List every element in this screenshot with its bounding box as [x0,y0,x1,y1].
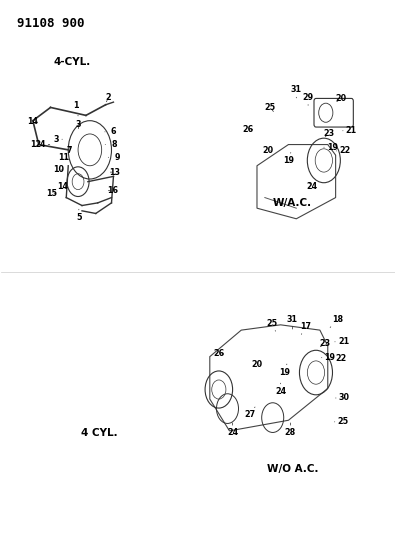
Text: 28: 28 [285,423,296,437]
Text: 13: 13 [109,167,120,176]
Text: 5: 5 [76,209,82,222]
Text: 14: 14 [58,182,69,191]
Text: 22: 22 [337,147,351,156]
Text: 23: 23 [320,340,331,349]
Text: 16: 16 [107,186,118,195]
Text: 24: 24 [227,423,238,437]
Text: 14: 14 [27,117,38,126]
Text: 4 CYL.: 4 CYL. [82,428,118,438]
Text: 31: 31 [291,85,302,98]
Text: 26: 26 [214,350,225,359]
Text: 18: 18 [330,315,344,327]
Text: 25: 25 [335,417,348,426]
Text: 91108 900: 91108 900 [17,17,85,30]
Text: 19: 19 [280,364,290,376]
Text: 17: 17 [300,322,311,334]
Text: 20: 20 [251,360,263,369]
Text: 1: 1 [73,101,79,116]
Text: 10: 10 [53,166,64,174]
Text: 3: 3 [76,120,81,129]
Text: 22: 22 [333,354,347,364]
Text: 23: 23 [324,130,335,139]
Text: 12: 12 [30,140,41,149]
Text: 4: 4 [40,140,50,149]
Text: 19: 19 [283,152,294,165]
Text: 31: 31 [287,315,298,329]
Text: 29: 29 [303,93,314,106]
Text: 26: 26 [243,125,254,134]
Text: 20: 20 [262,147,273,156]
Text: 30: 30 [336,393,350,402]
Text: 19: 19 [324,143,338,152]
Text: 6: 6 [105,127,116,136]
Text: 15: 15 [46,189,57,198]
Text: 3: 3 [54,135,62,144]
Text: 25: 25 [267,319,278,331]
Text: 11: 11 [58,153,69,162]
Text: 9: 9 [109,153,120,162]
Text: W/A.C.: W/A.C. [273,198,312,207]
Text: 20: 20 [335,94,346,103]
Text: W/O A.C.: W/O A.C. [267,464,318,474]
Text: 21: 21 [343,126,357,135]
Text: 24: 24 [307,182,318,191]
Text: 25: 25 [265,103,276,112]
Text: 4-CYL.: 4-CYL. [53,57,91,67]
Text: 8: 8 [105,140,117,149]
Text: 27: 27 [245,407,256,419]
Text: 19: 19 [322,353,336,362]
Text: 24: 24 [275,383,286,395]
Text: 7: 7 [67,147,72,156]
Text: 21: 21 [335,337,349,346]
Text: 2: 2 [105,93,111,102]
